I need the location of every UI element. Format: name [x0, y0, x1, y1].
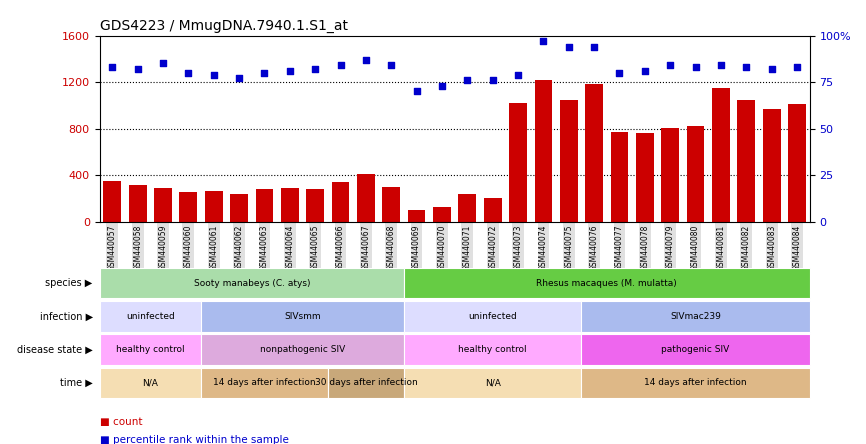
Bar [179, 192, 197, 222]
Bar [404, 301, 581, 332]
Point [283, 67, 297, 75]
Bar [129, 185, 146, 222]
Point [486, 77, 500, 84]
Bar [534, 80, 553, 222]
Point [790, 63, 804, 71]
Bar [201, 368, 328, 398]
Point [536, 38, 550, 45]
Point [688, 63, 702, 71]
Text: healthy control: healthy control [458, 345, 527, 354]
Point [435, 82, 449, 89]
Bar [255, 190, 274, 222]
Point [156, 60, 170, 67]
Point [638, 67, 652, 75]
Bar [788, 104, 806, 222]
Bar [585, 84, 603, 222]
Bar [332, 182, 349, 222]
Point [461, 77, 475, 84]
Point [308, 66, 322, 73]
Text: ■ percentile rank within the sample: ■ percentile rank within the sample [100, 435, 288, 444]
Point [181, 69, 195, 76]
Bar [738, 99, 755, 222]
Bar [408, 210, 425, 222]
Text: 14 days after infection: 14 days after infection [213, 378, 316, 388]
Bar [404, 268, 810, 298]
Bar [687, 127, 704, 222]
Bar [433, 207, 451, 222]
Point [410, 88, 423, 95]
Text: Rhesus macaques (M. mulatta): Rhesus macaques (M. mulatta) [536, 278, 677, 288]
Bar [763, 109, 780, 222]
Point [385, 62, 398, 69]
Bar [201, 301, 404, 332]
Text: species ▶: species ▶ [45, 278, 93, 288]
Bar [357, 174, 375, 222]
Text: time ▶: time ▶ [60, 378, 93, 388]
Bar [712, 88, 730, 222]
Text: healthy control: healthy control [116, 345, 184, 354]
Bar [458, 194, 476, 222]
Point [587, 43, 601, 50]
Text: GDS4223 / MmugDNA.7940.1.S1_at: GDS4223 / MmugDNA.7940.1.S1_at [100, 19, 347, 33]
Point [663, 62, 677, 69]
Text: ■ count: ■ count [100, 417, 142, 427]
Point [740, 63, 753, 71]
Point [765, 66, 779, 73]
Point [131, 66, 145, 73]
Bar [484, 198, 501, 222]
Bar [201, 334, 404, 365]
Text: Sooty manabeys (C. atys): Sooty manabeys (C. atys) [193, 278, 310, 288]
Text: disease state ▶: disease state ▶ [17, 345, 93, 355]
Text: SIVmac239: SIVmac239 [670, 312, 721, 321]
Bar [383, 187, 400, 222]
Point [232, 75, 246, 82]
Bar [100, 334, 201, 365]
Bar [100, 301, 201, 332]
Text: pathogenic SIV: pathogenic SIV [662, 345, 730, 354]
Point [257, 69, 271, 76]
Bar [205, 191, 223, 222]
Text: 14 days after infection: 14 days after infection [644, 378, 746, 388]
Bar [404, 368, 581, 398]
Point [562, 43, 576, 50]
Bar [100, 368, 201, 398]
Text: infection ▶: infection ▶ [40, 311, 93, 321]
Bar [404, 334, 581, 365]
Point [714, 62, 727, 69]
Bar [636, 134, 654, 222]
Text: SIVsmm: SIVsmm [284, 312, 320, 321]
Bar [581, 301, 810, 332]
Point [359, 56, 372, 63]
Bar [509, 103, 527, 222]
Text: uninfected: uninfected [469, 312, 517, 321]
Bar [100, 268, 404, 298]
Bar [281, 188, 299, 222]
Bar [662, 127, 679, 222]
Text: N/A: N/A [485, 378, 501, 388]
Bar [581, 334, 810, 365]
Point [333, 62, 347, 69]
Text: 30 days after infection: 30 days after infection [314, 378, 417, 388]
Point [612, 69, 626, 76]
Bar [103, 181, 121, 222]
Bar [230, 194, 248, 222]
Bar [581, 368, 810, 398]
Bar [154, 188, 171, 222]
Bar [328, 368, 404, 398]
Point [207, 71, 221, 78]
Text: nonpathogenic SIV: nonpathogenic SIV [260, 345, 346, 354]
Point [106, 63, 120, 71]
Text: uninfected: uninfected [126, 312, 175, 321]
Point [511, 71, 525, 78]
Bar [307, 189, 324, 222]
Text: N/A: N/A [142, 378, 158, 388]
Bar [611, 132, 629, 222]
Bar [560, 99, 578, 222]
